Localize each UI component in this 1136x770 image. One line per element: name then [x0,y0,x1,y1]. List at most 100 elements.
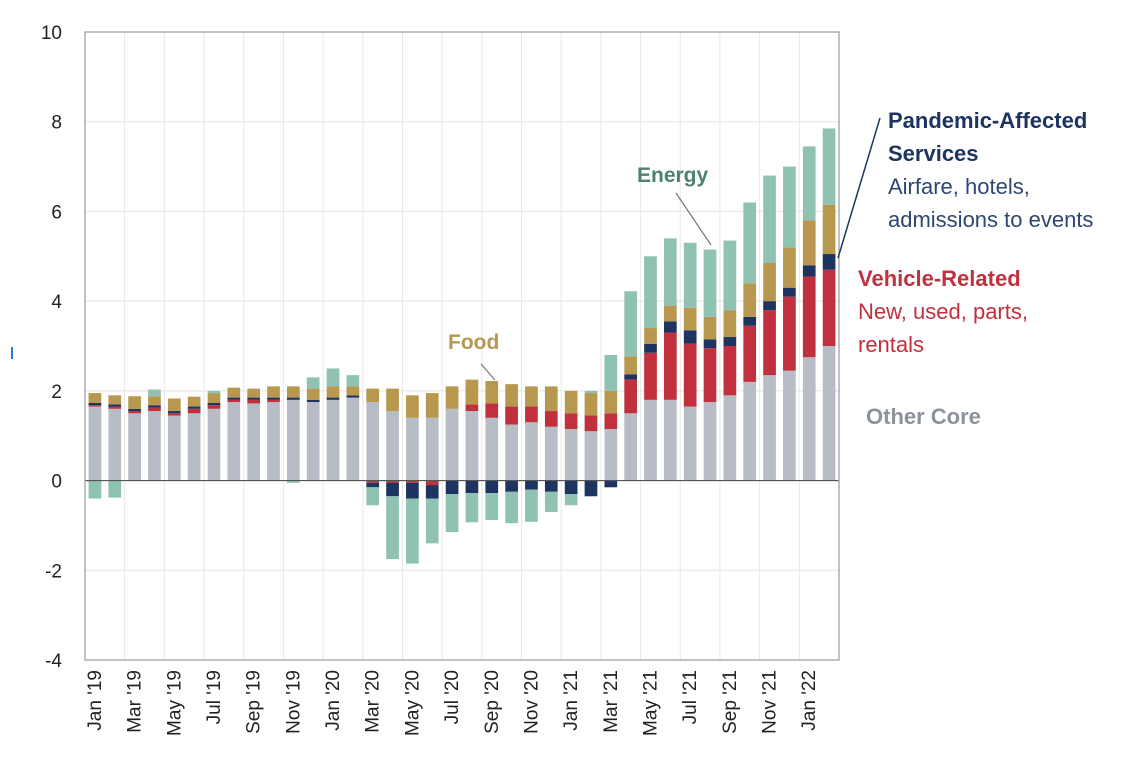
bar-segment-other-core [763,375,776,481]
y-tick-label: 10 [41,23,62,44]
bar-segment-pandemic-affected-services [604,480,618,488]
bar-segment-other-core [644,399,657,481]
bar-segment-other-core [346,397,360,481]
bar-segment-pandemic-affected-services [644,343,657,353]
bar-segment-energy [465,493,479,523]
bar-segment-other-core [227,402,241,481]
x-tick-label: Jan '20 [323,670,344,731]
bar-segment-pandemic-affected-services [326,397,340,400]
bar-segment-other-core [306,402,320,481]
annotation-energy: Energy [637,164,709,187]
legend-services-title: Pandemic-Affected [888,108,1088,133]
bar-segment-energy [723,240,737,311]
bar-segment-vehicle-related [425,480,439,486]
bar-segment-pandemic-affected-services [187,406,201,409]
bar-segment-food [207,393,221,403]
legend-services-leader [837,117,881,259]
bar-segment-food [723,310,737,338]
bar-segment-pandemic-affected-services [703,339,717,349]
annotations: Energy Food [448,117,881,381]
bar-segment-pandemic-affected-services [525,480,538,490]
bar-segment-vehicle-related [763,310,776,376]
bar-segment-other-core [88,406,102,481]
bar-segment-vehicle-related [822,269,836,346]
bar-segment-other-core [822,346,836,481]
bar-segment-vehicle-related [267,399,280,403]
y-tick-label: 2 [51,382,62,403]
bar-segment-other-core [505,424,518,481]
bar-segment-other-core [525,422,538,481]
bar-segment-food [644,328,657,344]
bar-segment-vehicle-related [108,406,122,409]
bar-segment-food [544,386,558,412]
bar-segment-energy [663,238,677,306]
bar-segment-pandemic-affected-services [88,402,102,406]
bar-segment-other-core [148,411,161,481]
bar-segment-other-core [743,381,757,481]
bar-segment-food [822,204,836,255]
x-tick-label: Sep '21 [720,670,741,734]
legend-vehicle-title: Vehicle-Related [858,266,1021,291]
bar-segment-pandemic-affected-services [723,337,737,346]
bar-segment-food [227,387,241,398]
x-tick-label: Jan '22 [799,670,820,731]
bar-segment-energy [525,489,538,522]
legend-services-desc-line1: Airfare, hotels, [888,174,1030,199]
x-tick-label: Sep '19 [244,670,265,734]
bar-segment-pandemic-affected-services [743,316,757,326]
bar-segment-food [802,220,816,266]
bar-segment-food [286,386,300,398]
bar-segment-other-core [108,408,122,481]
bar-segment-food [683,307,697,331]
legend-services-desc-line2: admissions to events [888,207,1094,232]
x-tick-label: Jul '20 [442,670,463,724]
bar-segment-energy [544,491,558,512]
bar-segment-other-core [128,413,141,481]
bar-segment-other-core [584,431,598,481]
bar-segment-energy [346,375,360,387]
bar-segment-other-core [683,406,697,481]
bar-segment-food [187,396,201,407]
bar-segment-other-core [663,399,677,481]
y-tick-label: 6 [51,202,62,223]
legend-other-core-title: Other Core [866,404,981,429]
bar-segment-vehicle-related [88,405,102,407]
bar-segment-energy [386,496,399,560]
axes: -4 -2 0 2 4 6 8 10 Jan '19 Mar '19 May '19 Jul '19 S… [41,23,840,736]
bar-segment-vehicle-related [663,332,677,400]
bar-segment-other-core [703,402,717,481]
grid-lines [85,31,839,661]
legend-vehicle: Vehicle-Related New, used, parts, rental… [858,262,1028,361]
bar-segment-other-core [267,402,280,481]
bar-segment-vehicle-related [644,352,657,400]
bar-segment-food [465,379,479,405]
bar-segment-vehicle-related [624,379,638,414]
bar-segment-food [584,393,598,416]
bar-segment-food [128,396,141,409]
bar-segment-pandemic-affected-services [227,397,241,400]
bar-segment-other-core [604,428,618,481]
plot-frame [84,31,840,661]
bar-segment-food [604,390,618,414]
bar-segment-energy [366,487,380,506]
edge-marker [11,347,13,359]
bar-segment-other-core [247,403,261,481]
legend-services-title-line2: Services [888,141,979,166]
bar-segment-pandemic-affected-services [167,411,181,414]
bar-segment-other-core [167,415,181,481]
bar-segment-vehicle-related [604,413,618,429]
annotation-food: Food [448,331,499,354]
bar-segment-food [88,393,102,403]
x-tick-label: Jan '21 [561,670,582,731]
bar-segment-pandemic-affected-services [148,405,161,408]
bar-segment-vehicle-related [544,411,558,427]
x-tick-label: Nov '21 [760,670,781,734]
bar-segment-food [663,305,677,322]
bar-segment-pandemic-affected-services [505,480,518,492]
bar-segment-energy [286,480,300,483]
annotation-energy-leader [675,192,712,246]
bar-segment-vehicle-related [564,413,578,429]
x-tick-label: Nov '19 [283,670,304,734]
x-tick-label: Mar '21 [601,670,622,733]
bar-segment-pandemic-affected-services [445,480,459,495]
